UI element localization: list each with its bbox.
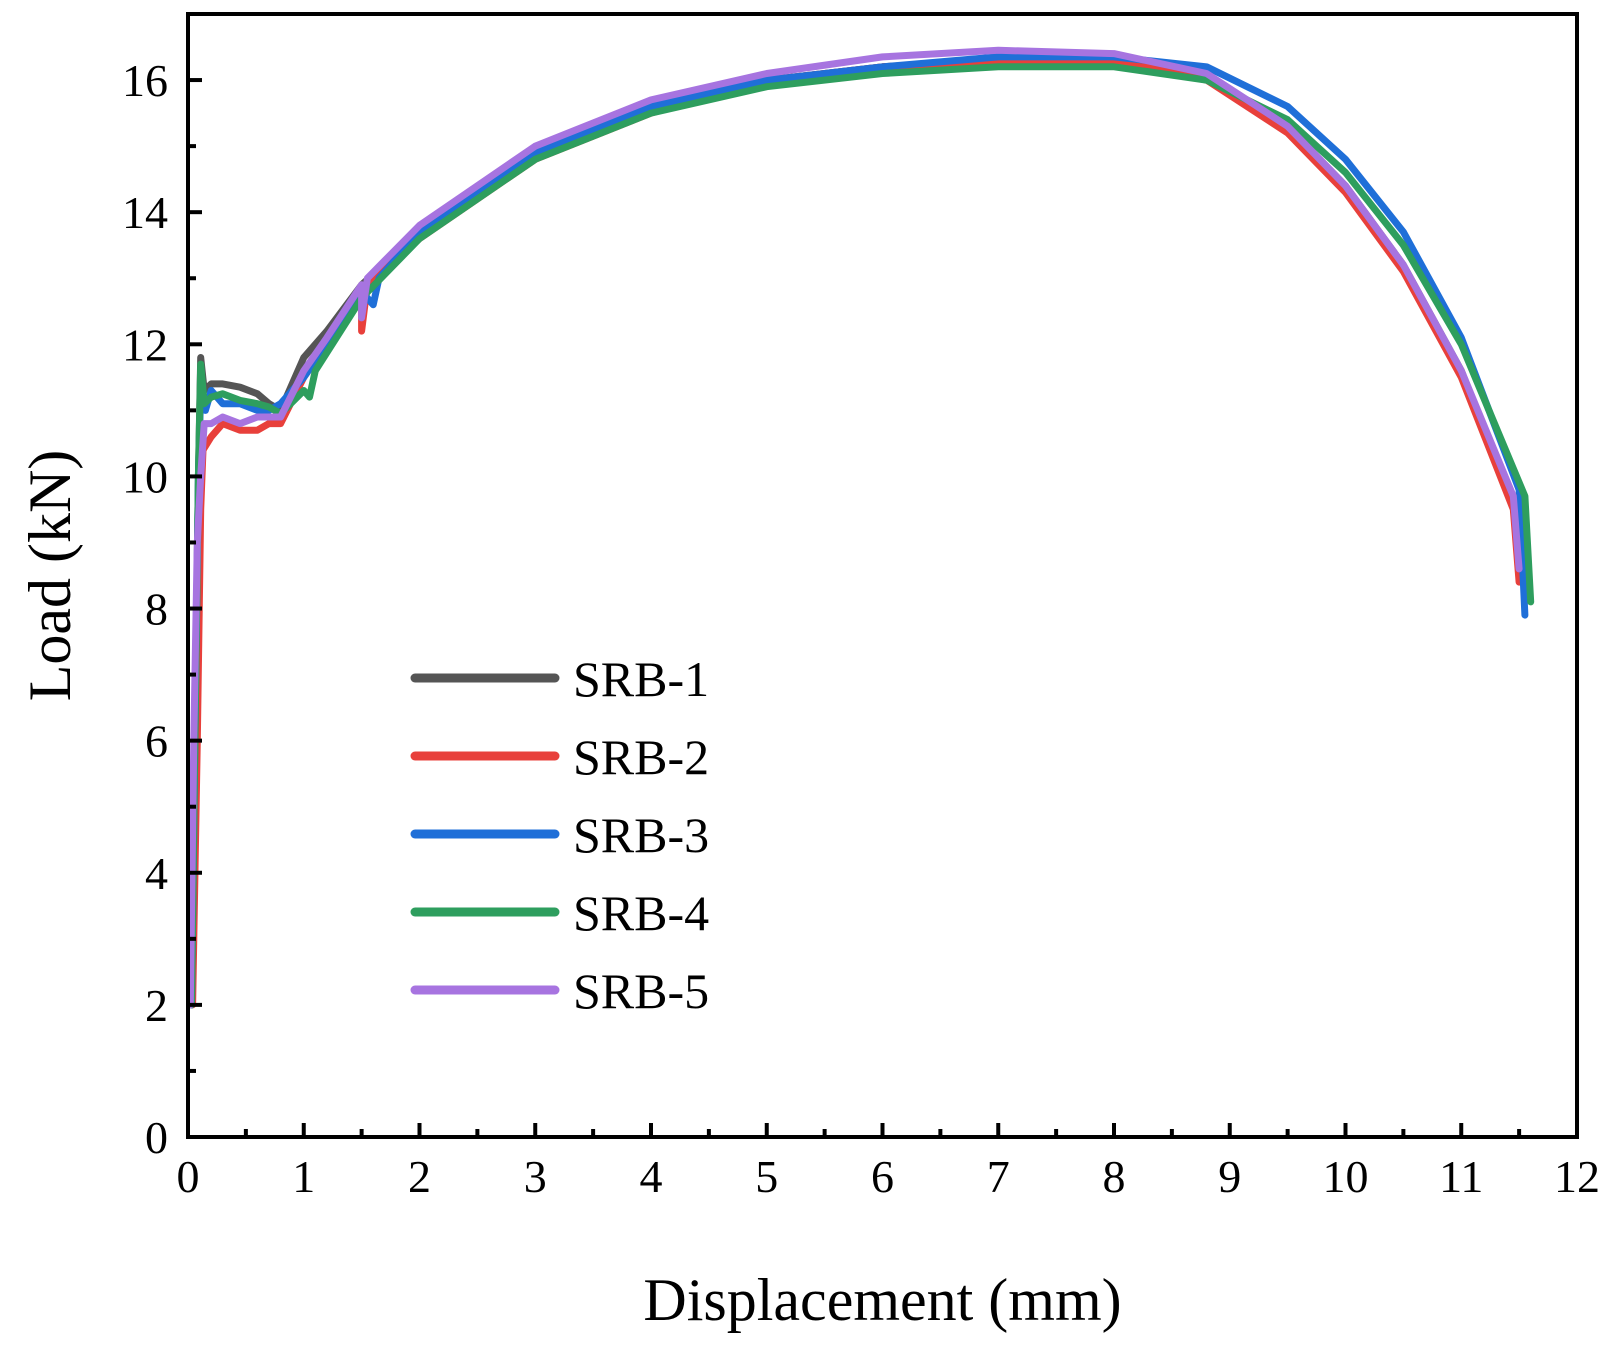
- series-layer: [186, 46, 1535, 1009]
- y-tick-label: 0: [145, 1112, 168, 1163]
- x-tick-label: 5: [755, 1151, 778, 1202]
- legend-label-3: SRB-3: [573, 807, 709, 863]
- x-tick-label: 11: [1439, 1151, 1483, 1202]
- series-line-5: [186, 46, 1523, 1009]
- x-tick-label: 10: [1323, 1151, 1369, 1202]
- y-tick-label: 6: [145, 716, 168, 767]
- x-tick-label: 0: [177, 1151, 200, 1202]
- x-axis-title: Displacement (mm): [643, 1267, 1121, 1333]
- y-tick-label: 12: [122, 319, 168, 370]
- legend-label-5: SRB-5: [573, 963, 709, 1019]
- y-tick-label: 10: [122, 451, 168, 502]
- legend-label-1: SRB-1: [573, 651, 709, 707]
- y-tick-label: 2: [145, 980, 168, 1031]
- x-tick-label: 12: [1554, 1151, 1600, 1202]
- x-tick-label: 2: [408, 1151, 431, 1202]
- x-tick-label: 8: [1103, 1151, 1126, 1202]
- legend-label-2: SRB-2: [573, 729, 709, 785]
- y-tick-label: 14: [122, 187, 168, 238]
- y-tick-label: 16: [122, 55, 168, 106]
- legend: SRB-1 SRB-2 SRB-3 SRB-4 SRB-5: [410, 651, 709, 1019]
- x-tick-label: 3: [524, 1151, 547, 1202]
- y-axis-title: Load (kN): [17, 450, 83, 702]
- x-tick-label: 6: [871, 1151, 894, 1202]
- y-tick-label: 4: [145, 848, 168, 899]
- x-tick-label: 4: [640, 1151, 663, 1202]
- y-tick-label: 8: [145, 584, 168, 635]
- x-tick-label: 9: [1218, 1151, 1241, 1202]
- x-tick-label: 1: [292, 1151, 315, 1202]
- legend-label-4: SRB-4: [573, 885, 709, 941]
- x-tick-label: 7: [987, 1151, 1010, 1202]
